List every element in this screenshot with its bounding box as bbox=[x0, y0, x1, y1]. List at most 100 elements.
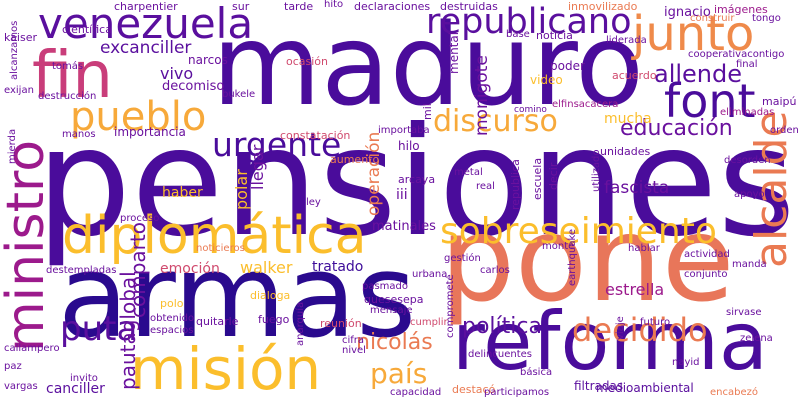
word-pensiones: pensiones bbox=[36, 96, 796, 270]
word-callampero: callampero bbox=[4, 343, 60, 354]
word-nicolas: nicolás bbox=[356, 330, 433, 355]
word-narcos: narcos bbox=[188, 53, 228, 67]
word-decidido: decidido bbox=[572, 311, 708, 349]
word-fascista: fascista bbox=[604, 178, 670, 198]
word-iii: iii bbox=[396, 187, 408, 203]
word-paz: paz bbox=[4, 361, 22, 372]
word-discurso: discurso bbox=[433, 104, 558, 139]
word-manos: manos bbox=[62, 129, 96, 140]
word-encabezo: encabezó bbox=[710, 387, 758, 398]
word-tarde: tarde bbox=[284, 0, 314, 13]
word-participamos: participamos bbox=[484, 387, 550, 398]
word-capacidad: capacidad bbox=[390, 387, 442, 398]
word-republica: earthquake bbox=[567, 228, 578, 286]
word-urgente: urgente bbox=[212, 125, 342, 164]
word-charpentier: charpentier bbox=[114, 0, 178, 13]
word-anarquia: comprometé bbox=[445, 274, 456, 338]
word-tomas: tomás bbox=[52, 61, 84, 72]
word-canciller: canciller bbox=[46, 381, 105, 397]
word-ministro: ministro bbox=[0, 139, 56, 352]
word-estrella: estrella bbox=[605, 280, 665, 299]
word-diplomatica: diplomática bbox=[62, 206, 367, 266]
word-ley: ley bbox=[306, 197, 321, 208]
word-exijan: exijan bbox=[4, 85, 34, 96]
word-pautaglobal: pautaglobal bbox=[116, 271, 140, 390]
word-educacion: educación bbox=[620, 116, 733, 141]
word-republicano: republicano bbox=[426, 2, 632, 42]
word-apoyo: apoyo bbox=[734, 189, 765, 200]
word-monigote: monigote bbox=[472, 55, 492, 136]
word-noticieros: noticieros bbox=[196, 243, 245, 254]
word-manda: manda bbox=[732, 259, 767, 270]
word-decir: republica bbox=[509, 159, 522, 210]
word-politica: política bbox=[462, 314, 542, 339]
word-cifra: cifra bbox=[342, 335, 365, 346]
word-basica: básica bbox=[520, 367, 553, 378]
word-matinales: matinales bbox=[372, 219, 436, 234]
word-construir: construir bbox=[690, 13, 735, 24]
word-armas: armas bbox=[58, 230, 417, 364]
word-medioambiental: medioambiental bbox=[596, 381, 694, 395]
word-destempladas: destempladas bbox=[46, 265, 117, 276]
word-escuela: decir bbox=[547, 162, 560, 190]
word-cumplir: cumplir bbox=[410, 317, 448, 328]
word-haber: haber bbox=[162, 185, 203, 201]
word-conjunto: conjunto bbox=[684, 269, 728, 280]
word-cientifica: científica bbox=[62, 23, 112, 36]
word-destaco: destacó bbox=[452, 383, 496, 396]
word-font: font bbox=[664, 74, 756, 128]
word-monte: monte bbox=[542, 241, 575, 252]
word-ignacio: ignacio bbox=[664, 5, 711, 20]
word-polar: llegar bbox=[248, 144, 267, 190]
word-noticia: noticia bbox=[536, 29, 573, 42]
word-real: real bbox=[476, 181, 495, 192]
word-zelena: zelena bbox=[740, 333, 773, 344]
word-delincuentes: delincuentes bbox=[468, 349, 533, 360]
word-maduro: maduro bbox=[212, 1, 644, 131]
word-proceso: proceso bbox=[120, 213, 160, 224]
word-pasmado: pasmado bbox=[362, 281, 409, 292]
word-ilegitima: comino bbox=[514, 105, 547, 115]
word-quesesepa: quesesepa bbox=[364, 293, 424, 306]
word-orden: orden bbox=[770, 125, 799, 136]
word-constatacion: constatación bbox=[280, 129, 351, 142]
word-hilo: hilo bbox=[398, 139, 420, 153]
word-mil: mental bbox=[447, 31, 461, 74]
word-quitarle: quitarle bbox=[196, 315, 239, 328]
word-acuerdo: acuerdo bbox=[612, 69, 657, 82]
word-fuego: fuego bbox=[258, 313, 290, 326]
word-alcanzamos: mierda bbox=[7, 128, 18, 164]
word-mucha: mucha bbox=[604, 111, 652, 127]
word-reunion: reunión bbox=[320, 317, 362, 330]
word-operacion: operación bbox=[364, 131, 384, 216]
word-sirvase: sirvase bbox=[726, 307, 762, 318]
word-filtradas: filtradas bbox=[574, 379, 624, 393]
word-fin: fin bbox=[32, 39, 113, 113]
word-allende: allende bbox=[654, 60, 743, 88]
word-puta: puta bbox=[60, 309, 138, 349]
word-llegar: aumento bbox=[330, 153, 380, 166]
word-nayid: nayid bbox=[672, 357, 700, 368]
word-tongo: tongo bbox=[752, 13, 781, 24]
word-ocasion: ocasión bbox=[286, 55, 329, 68]
word-nivel: nivel bbox=[342, 345, 366, 356]
word-pais: país bbox=[370, 357, 428, 390]
word-destruidas: destruidas bbox=[440, 0, 498, 13]
word-viaje: alcanzamos bbox=[9, 20, 20, 80]
word-importancia: importancia bbox=[114, 125, 186, 139]
word-metal: metal bbox=[454, 167, 483, 178]
word-emocion: emoción bbox=[160, 261, 220, 277]
word-pone: pone bbox=[440, 190, 735, 328]
word-destruccion: destrucción bbox=[38, 91, 97, 102]
word-vivo: vivo bbox=[160, 64, 194, 83]
word-invito: invito bbox=[70, 373, 98, 384]
word-tratado: tratado bbox=[312, 259, 364, 275]
word-dialoga: dialoga bbox=[250, 289, 291, 302]
word-excanciller: excanciller bbox=[100, 38, 192, 58]
word-actividad: actividad bbox=[684, 249, 730, 260]
word-comino: carlos bbox=[480, 265, 510, 276]
word-walker: walker bbox=[240, 258, 293, 277]
word-liderada: liderada bbox=[606, 35, 647, 46]
word-arcaya: arcaya bbox=[398, 173, 436, 186]
